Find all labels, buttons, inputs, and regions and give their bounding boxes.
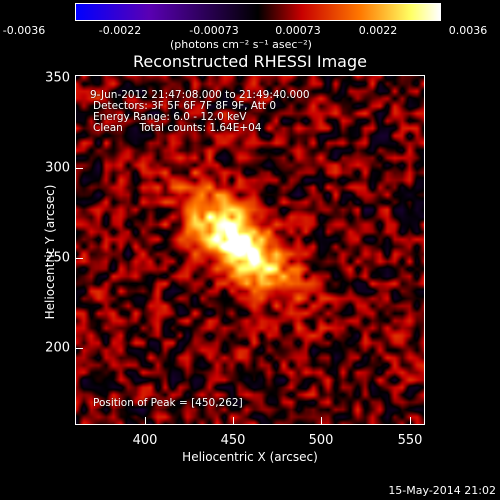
colorbar-tick-label: 0.00073 [275,24,321,37]
y-tick-mark [76,258,83,259]
y-tick-label: 250 [45,250,70,266]
y-tick-label: 300 [45,160,70,176]
colorbar [75,3,441,21]
y-tick-mark [76,348,83,349]
x-tick-label: 500 [308,433,334,448]
clean-counts-label: Clean Total counts: 1.64E+04 [93,122,262,134]
x-axis-label: Heliocentric X (arcsec) [182,450,318,464]
rhessi-heatmap [76,76,424,424]
colorbar-tick-label: -0.0022 [98,24,142,37]
y-tick-label: 200 [45,340,70,356]
colorbar-tick-label: -0.00073 [189,24,239,37]
colorbar-tick-label: -0.0036 [2,24,46,37]
y-tick-mark [76,168,83,169]
y-axis-label: Heliocentric Y (arcsec) [43,184,57,320]
detectors-label: Detectors: 3F 5F 6F 7F 8F 9F, Att 0 [93,100,277,112]
x-tick-mark [145,417,146,424]
colorbar-units: (photons cm⁻² s⁻¹ asec⁻²) [170,38,312,51]
colorbar-tick-label: 0.0022 [358,24,398,37]
footer-timestamp: 15-May-2014 21:02 [388,484,496,497]
x-tick-label: 550 [397,433,423,448]
y-tick-label: 350 [45,70,70,86]
image-title: Reconstructed RHESSI Image [133,52,367,71]
peak-position-label: Position of Peak = [450,262] [93,397,243,409]
x-tick-mark [321,417,322,424]
x-tick-mark [233,417,234,424]
x-tick-label: 450 [220,433,246,448]
x-tick-mark [410,417,411,424]
energy-range-label: Energy Range: 6.0 - 12.0 keV [93,111,247,123]
plot-area [75,75,425,425]
colorbar-tick-label: 0.0036 [448,24,488,37]
time-range-label: 9-Jun-2012 21:47:08.000 to 21:49:40.000 [90,89,310,101]
x-tick-label: 400 [132,433,158,448]
